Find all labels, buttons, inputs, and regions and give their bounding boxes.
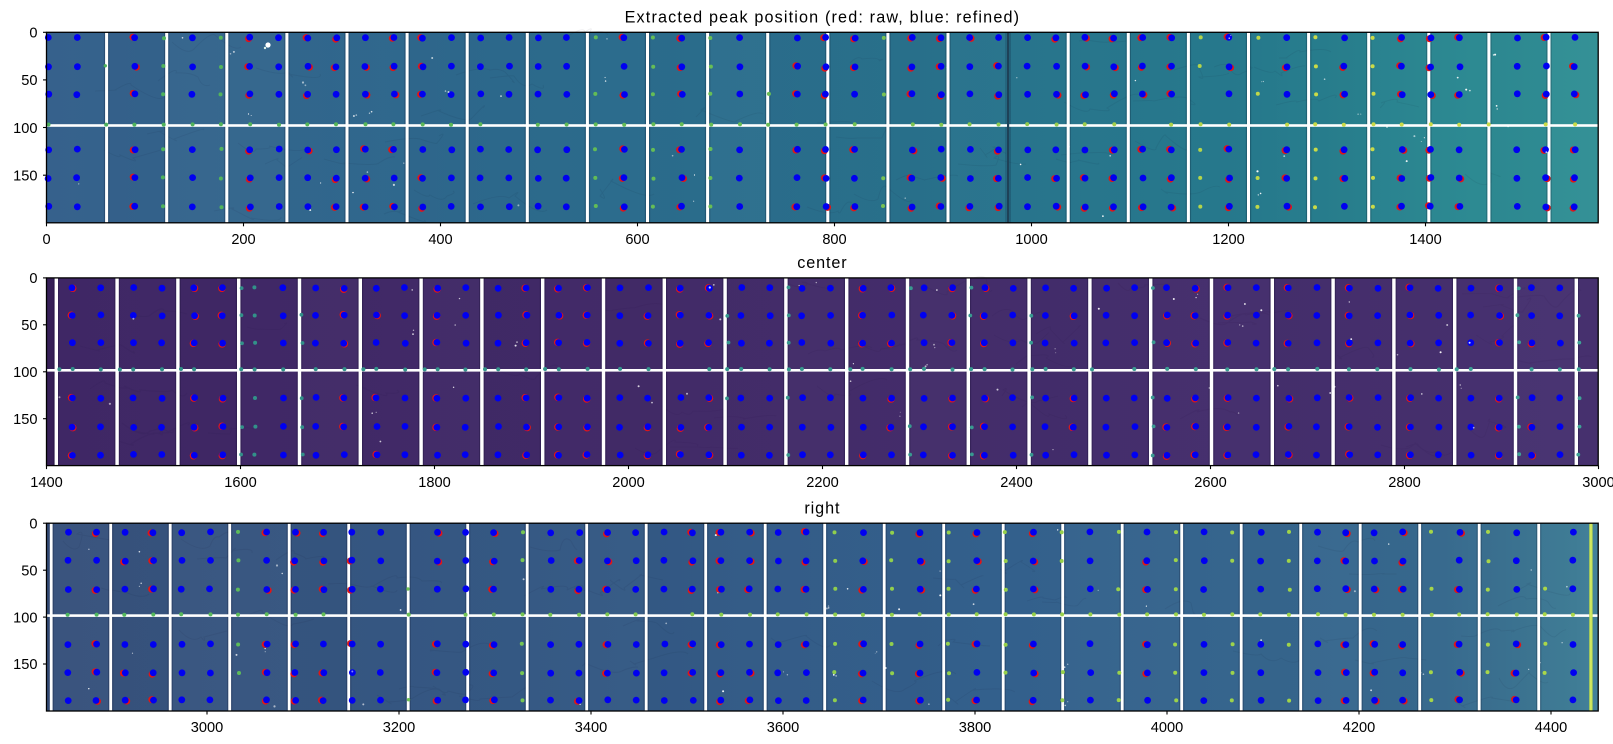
svg-text:2400: 2400: [1000, 475, 1032, 491]
svg-text:center: center: [797, 254, 847, 272]
svg-text:1800: 1800: [418, 475, 450, 491]
svg-text:2600: 2600: [1194, 475, 1226, 491]
svg-text:100: 100: [13, 610, 37, 626]
svg-text:2000: 2000: [612, 475, 644, 491]
svg-text:1400: 1400: [1409, 232, 1441, 248]
svg-text:4400: 4400: [1535, 720, 1567, 736]
svg-text:2200: 2200: [806, 475, 838, 491]
svg-text:800: 800: [822, 232, 846, 248]
svg-text:3000: 3000: [1582, 475, 1613, 491]
svg-text:1000: 1000: [1015, 232, 1047, 248]
svg-text:1400: 1400: [30, 475, 62, 491]
svg-text:200: 200: [231, 232, 255, 248]
svg-text:0: 0: [42, 232, 50, 248]
svg-text:2800: 2800: [1388, 475, 1420, 491]
svg-text:0: 0: [29, 516, 37, 532]
svg-text:3400: 3400: [575, 720, 607, 736]
svg-text:4200: 4200: [1343, 720, 1375, 736]
svg-text:150: 150: [13, 168, 37, 184]
svg-text:50: 50: [21, 563, 37, 579]
svg-text:3000: 3000: [191, 720, 223, 736]
svg-text:1200: 1200: [1212, 232, 1244, 248]
svg-text:0: 0: [29, 26, 37, 42]
svg-text:3200: 3200: [383, 720, 415, 736]
svg-text:Extracted peak position (red:: Extracted peak position (red: raw, blue:…: [625, 9, 1021, 27]
svg-text:150: 150: [13, 412, 37, 428]
svg-text:50: 50: [21, 73, 37, 89]
svg-text:100: 100: [13, 365, 37, 381]
svg-text:50: 50: [21, 318, 37, 334]
svg-text:0: 0: [29, 271, 37, 287]
svg-text:150: 150: [13, 657, 37, 673]
svg-text:100: 100: [13, 121, 37, 137]
svg-text:3800: 3800: [959, 720, 991, 736]
svg-text:1600: 1600: [224, 475, 256, 491]
svg-text:400: 400: [428, 232, 452, 248]
svg-text:4000: 4000: [1151, 720, 1183, 736]
svg-text:right: right: [804, 500, 840, 518]
svg-text:3600: 3600: [767, 720, 799, 736]
svg-text:600: 600: [625, 232, 649, 248]
